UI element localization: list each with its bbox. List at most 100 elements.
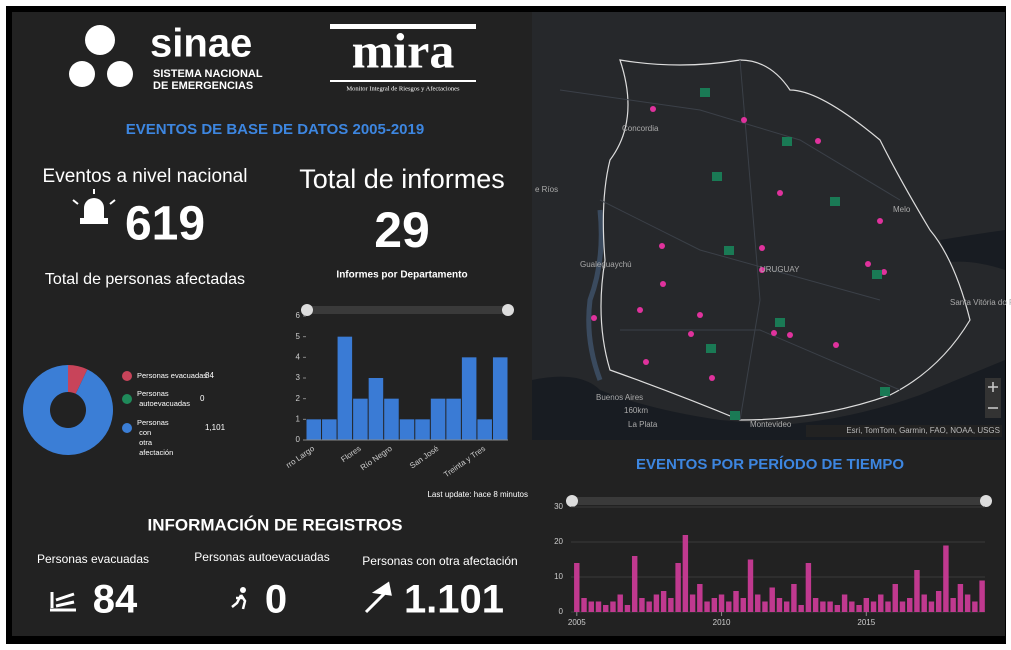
legend-label: Personas con otra afectación [137, 418, 173, 457]
bar [878, 594, 884, 612]
bar [430, 398, 446, 440]
bar [689, 594, 696, 612]
logo-sub: DE EMERGENCIAS [153, 80, 253, 92]
bar [660, 591, 667, 612]
slider-handle[interactable] [502, 304, 514, 316]
bar [624, 605, 631, 612]
bar [675, 563, 681, 612]
logo-mira: mira [352, 22, 455, 78]
logo-sub: SISTEMA NACIONAL [153, 68, 263, 80]
bar [477, 419, 492, 440]
map-label: Concordia [622, 124, 659, 133]
bar [870, 601, 877, 612]
bar [639, 598, 645, 612]
bar [791, 584, 797, 612]
kpi-label: Eventos a nivel nacional [43, 166, 248, 187]
map-label: e Ríos [535, 185, 558, 194]
bar [353, 398, 368, 440]
slider-handle[interactable] [566, 495, 578, 507]
bar [306, 419, 322, 440]
bar [921, 594, 927, 612]
registro-label: Personas evacuadas [37, 552, 149, 566]
legend-value: 84 [205, 371, 214, 380]
y-tick-label: 0 [559, 607, 564, 616]
legend-value: 1,101 [205, 423, 226, 432]
bar [827, 601, 833, 612]
bar [631, 556, 638, 612]
bar [595, 601, 602, 612]
bar [950, 598, 956, 612]
x-tick-label: 2005 [568, 618, 586, 627]
bar [798, 605, 804, 612]
sinae-icon [69, 25, 133, 87]
y-tick-label: 2 [296, 394, 301, 403]
y-tick-label: 4 [296, 352, 301, 361]
bar [856, 605, 862, 612]
section-title: INFORMACIÓN DE REGISTROS [147, 515, 402, 534]
logo-rule [330, 80, 476, 82]
bar [907, 598, 913, 612]
bar [935, 591, 942, 612]
bar [581, 598, 587, 612]
bar-title: Informes por Departamento [336, 270, 467, 281]
bar [834, 605, 841, 612]
left-panel [12, 12, 532, 636]
bar [446, 398, 461, 440]
bar [588, 601, 594, 612]
bar [574, 563, 580, 612]
bar [899, 601, 906, 612]
slider-handle[interactable] [980, 495, 992, 507]
bar [783, 601, 790, 612]
bar [697, 584, 703, 612]
kpi-value: 619 [125, 198, 205, 251]
map-label: Gualeguaychú [580, 260, 632, 269]
kpi-label: Total de informes [299, 164, 505, 194]
legend-value: 0 [200, 394, 205, 403]
legend-swatch [122, 371, 132, 381]
map-label: Santa Vitória do Palmar [950, 298, 1011, 307]
bar [849, 601, 855, 612]
map-label: Buenos Aires [596, 393, 643, 402]
registro-label: Personas autoevacuadas [194, 550, 329, 564]
bar [769, 587, 775, 612]
bar [337, 336, 353, 440]
bar [979, 580, 985, 612]
logo-rule [330, 24, 476, 29]
bar [762, 601, 768, 612]
map-label: Montevideo [750, 420, 792, 429]
bar [610, 601, 616, 612]
bar [957, 584, 964, 612]
map-scale: 160km [624, 406, 648, 415]
slider-handle[interactable] [301, 304, 313, 316]
legend-label: Personas evacuadas [137, 371, 207, 380]
footnote: Last update: hace 8 minutos [427, 490, 528, 499]
logo-sinae: sinae [150, 22, 252, 66]
bar [892, 584, 898, 612]
legend-swatch [122, 394, 132, 404]
registro-value: 84 [93, 578, 138, 622]
bar [704, 601, 710, 612]
bar [603, 605, 609, 612]
bar [384, 398, 399, 440]
section-title: EVENTOS POR PERÍODO DE TIEMPO [636, 456, 904, 473]
bar [805, 563, 812, 612]
x-tick-label: 2010 [713, 618, 731, 627]
donut-slice [23, 365, 114, 456]
evac-icon [50, 592, 76, 612]
bar [914, 570, 920, 612]
map-label: Melo [893, 205, 911, 214]
bar [617, 594, 623, 612]
map-attribution: Esri, TomTom, Garmin, FAO, NOAA, USGS [846, 426, 1000, 435]
slider[interactable] [570, 497, 988, 505]
slider[interactable] [305, 306, 510, 314]
donut-title: Total de personas afectadas [45, 271, 245, 288]
registro-value: 1.101 [404, 578, 504, 622]
kpi-value: 29 [374, 202, 430, 258]
y-tick-label: 20 [554, 537, 563, 546]
legend-label: Personas autoevacuadas [137, 389, 190, 408]
bar [461, 357, 477, 440]
bar [928, 601, 935, 612]
map [532, 12, 1005, 440]
bar [492, 357, 508, 440]
